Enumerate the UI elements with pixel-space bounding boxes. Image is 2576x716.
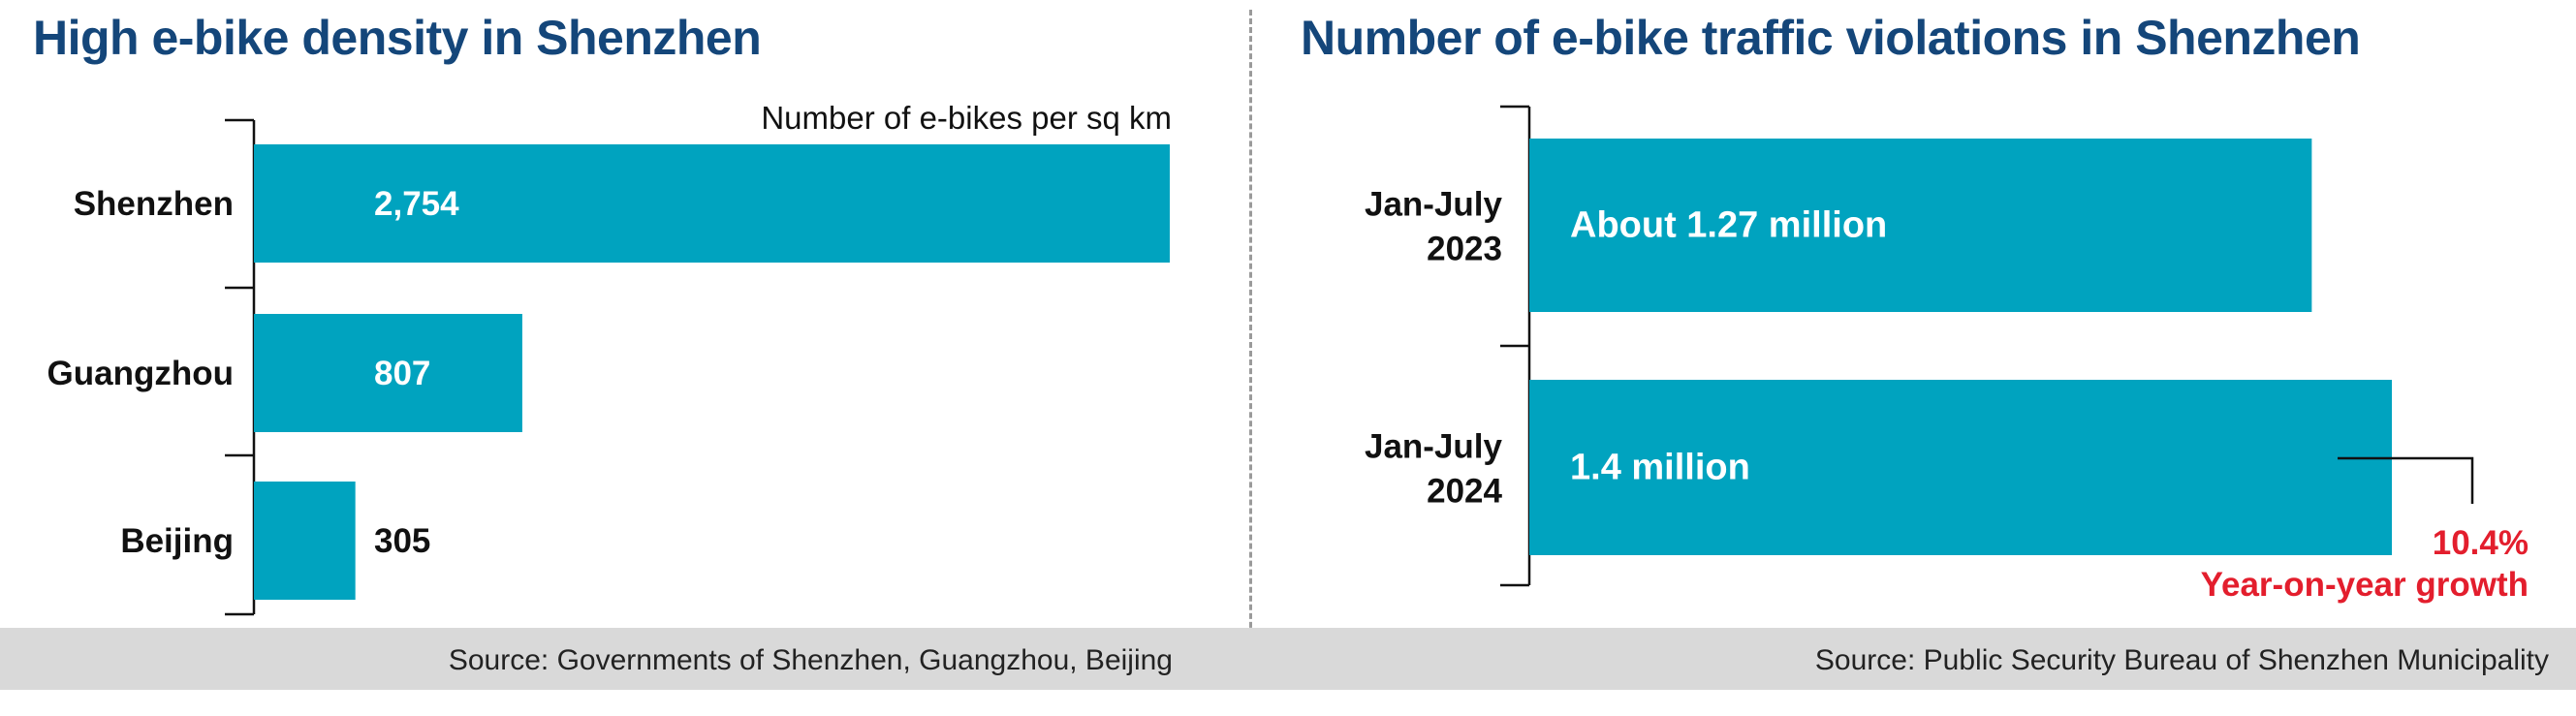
right-source-note: Source: Public Security Bureau of Shenzh…	[1814, 644, 2549, 676]
category-label: Beijing	[120, 522, 234, 560]
value-label: 1.4 million	[1570, 448, 1750, 488]
category-label: Jan-July 2024	[1365, 428, 1503, 511]
left-source-note: Source: Governments of Shenzhen, Guangzh…	[448, 644, 1173, 676]
chart-subtitle: Number of e-bikes per sq km	[761, 100, 1172, 136]
growth-value: 10.4%	[2433, 524, 2529, 562]
bar	[254, 314, 522, 432]
category-label: Shenzhen	[74, 185, 234, 223]
bar	[1529, 139, 2312, 312]
bar	[254, 482, 356, 600]
bar	[254, 144, 1170, 263]
value-label: 807	[374, 355, 430, 392]
growth-label: Year-on-year growth	[2201, 566, 2529, 604]
panel-divider	[1249, 10, 1252, 680]
density-bar-chart: Number of e-bikes per sq km Shenzhen 2,754…	[47, 100, 1172, 616]
value-label: 305	[374, 522, 430, 560]
category-label-line: Jan-July	[1365, 186, 1503, 224]
right-chart-title: Number of e-bike traffic violations in S…	[1301, 11, 2361, 65]
left-chart-title: High e-bike density in Shenzhen	[33, 11, 762, 65]
annotation-leader-line	[2338, 456, 2474, 504]
category-label: Guangzhou	[47, 355, 234, 392]
category-label: Jan-July 2023	[1365, 186, 1503, 268]
category-label-line: 2023	[1427, 231, 1502, 268]
value-label: 2,754	[374, 185, 459, 223]
violations-bar-chart: Jan-July 2023 About 1.27 million Jan-July 20…	[1365, 105, 2529, 604]
footer-band	[0, 628, 2576, 690]
category-label-line: 2024	[1427, 473, 1502, 511]
bar	[1529, 380, 2392, 555]
category-label-line: Jan-July	[1365, 428, 1503, 466]
value-label: About 1.27 million	[1570, 205, 1887, 246]
